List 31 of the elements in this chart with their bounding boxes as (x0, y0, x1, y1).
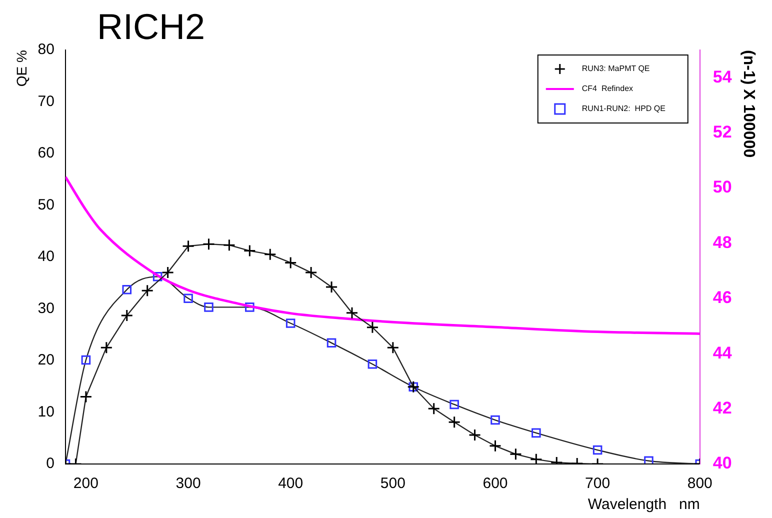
y-tick-label: 40 (38, 248, 54, 266)
legend-label: RUN3: MaPMT QE (582, 64, 650, 74)
y2-tick-label: 42 (712, 398, 732, 418)
y2-tick-label: 50 (712, 178, 732, 197)
y-tick-label: 80 (38, 41, 54, 58)
legend-label: RUN1-RUN2: HPD QE (582, 104, 666, 114)
x-tick-label: 700 (585, 475, 610, 492)
y-tick-label: 50 (38, 196, 54, 214)
y2-tick-label: 54 (712, 67, 732, 86)
x-tick-label: 300 (176, 475, 201, 492)
y-axis-title: QE % (13, 50, 30, 87)
y2-tick-label: 44 (712, 343, 732, 362)
legend-label: CF4 Refindex (582, 84, 634, 94)
chart-title: RICH2 (97, 6, 206, 48)
y-tick-label: 30 (38, 300, 54, 317)
x-tick-label: 400 (278, 475, 304, 492)
y2-tick-label: 52 (712, 122, 732, 142)
x-tick-label: 800 (687, 475, 712, 492)
x-tick-label: 200 (73, 475, 98, 492)
y2-tick-label: 48 (712, 232, 732, 252)
y-tick-label: 10 (38, 403, 54, 420)
y-tick-label: 60 (38, 144, 54, 162)
y-tick-label: 0 (46, 455, 54, 472)
x-tick-label: 600 (482, 475, 508, 492)
y2-tick-label: 46 (712, 288, 732, 308)
y-tick-label: 70 (38, 92, 54, 110)
x-axis-title: Wavelength nm (588, 496, 700, 514)
y-tick-label: 20 (38, 352, 54, 369)
x-tick-label: 500 (380, 475, 406, 492)
y2-tick-label: 40 (712, 454, 732, 473)
y2-axis-title: (n-1) X 100000 (740, 50, 757, 158)
